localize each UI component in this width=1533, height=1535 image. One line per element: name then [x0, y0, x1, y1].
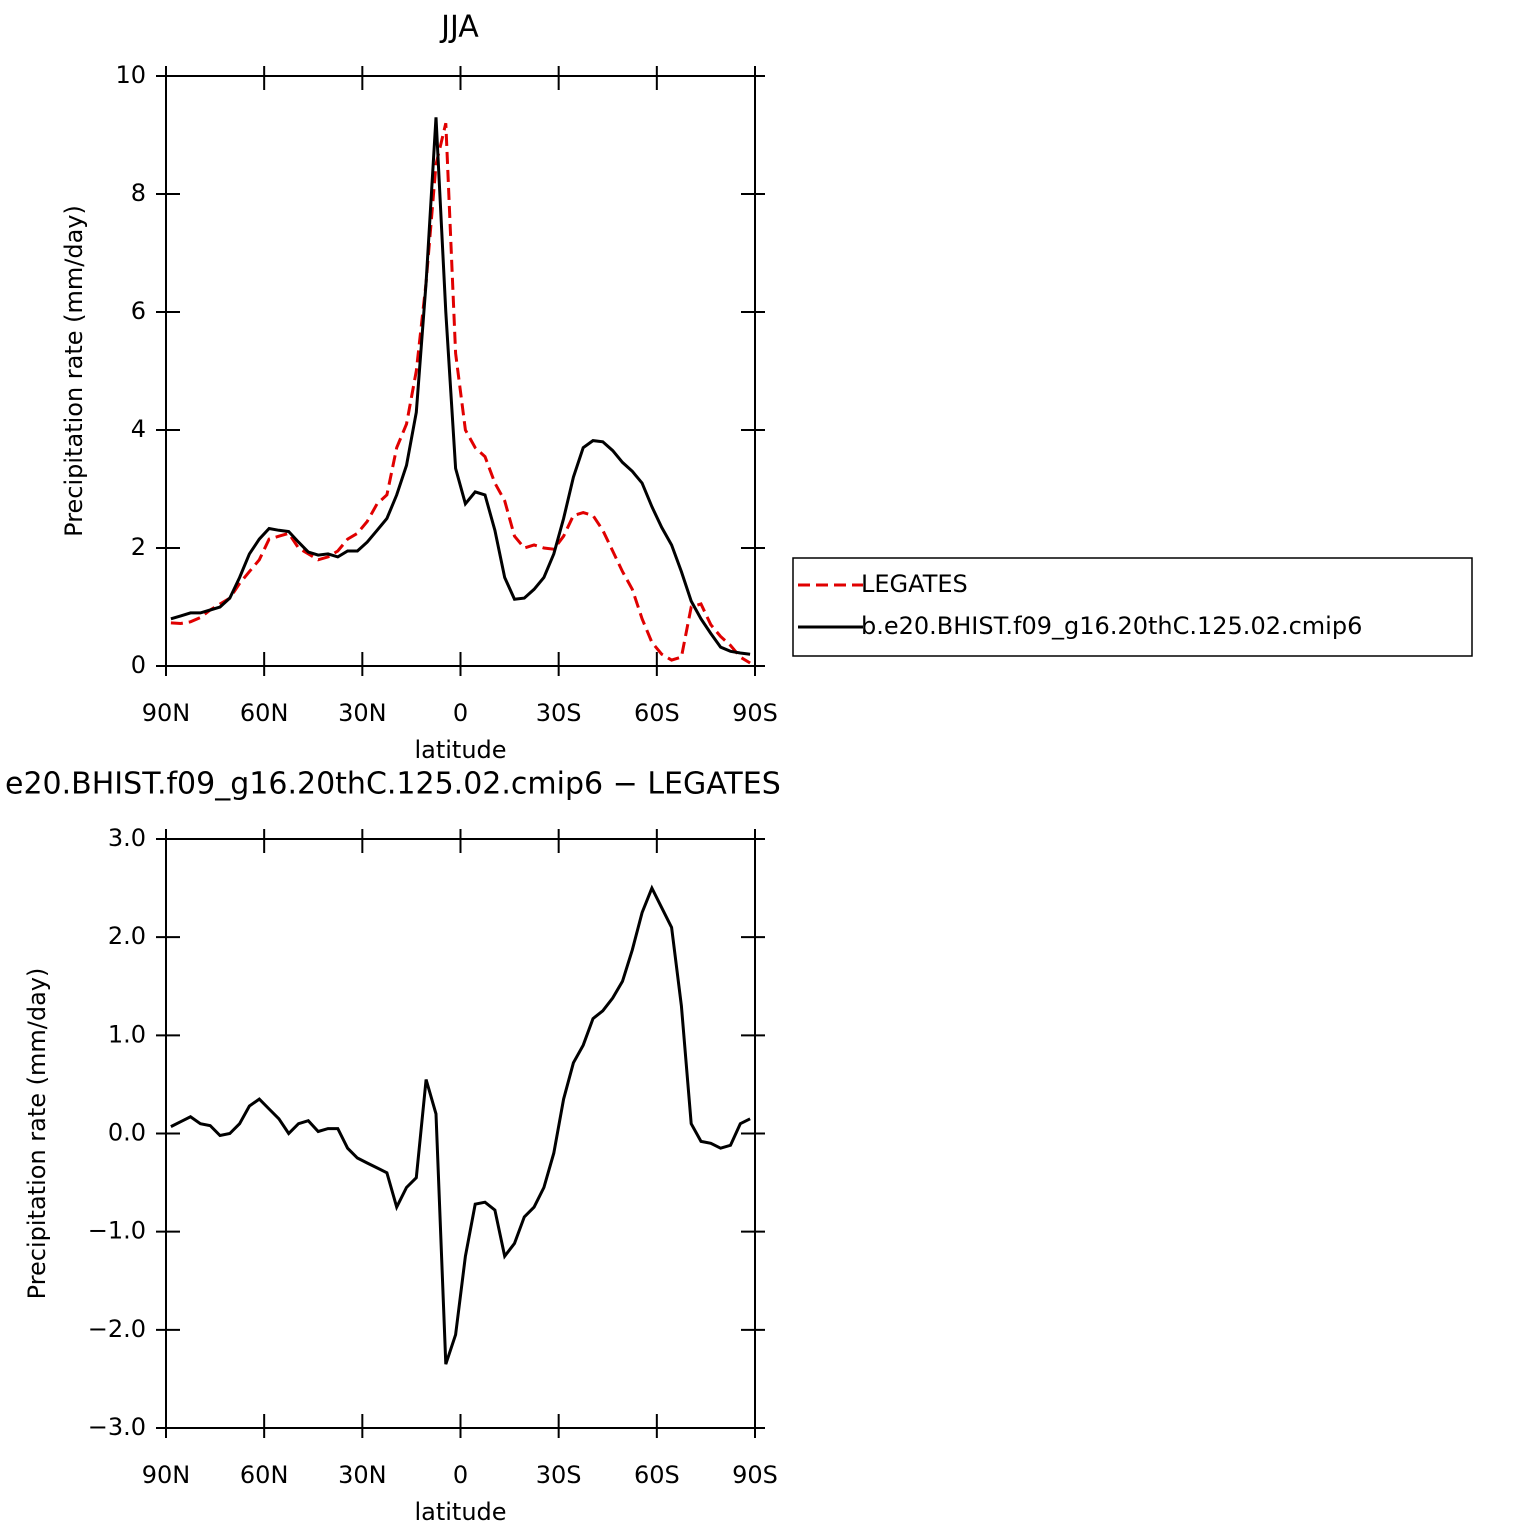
y-tick-label: 0.0 [108, 1119, 146, 1147]
legend-box [792, 557, 1473, 657]
y-tick-label: 2 [131, 533, 146, 561]
x-tick-label: 90N [142, 1461, 191, 1489]
y-tick-label: 2.0 [108, 922, 146, 950]
y-tick-label: 3.0 [108, 824, 146, 852]
x-tick-label: 60N [240, 699, 289, 727]
x-tick-label: 30S [536, 1461, 582, 1489]
y-tick-label: 0 [131, 651, 146, 679]
y-tick-label: −2.0 [88, 1315, 146, 1343]
y-tick-label: −1.0 [88, 1217, 146, 1245]
x-tick-label: 90N [142, 699, 191, 727]
x-tick-label: 90S [732, 1461, 778, 1489]
data-line [170, 117, 751, 656]
x-tick-label: 60S [634, 1461, 680, 1489]
x-axis-label: latitude [414, 736, 506, 764]
legend-label: b.e20.BHIST.f09_g16.20thC.125.02.cmip6 [861, 612, 1362, 640]
data-line [170, 122, 751, 665]
y-tick-label: 8 [131, 179, 146, 207]
y-tick-label: 6 [131, 297, 146, 325]
data-line [170, 884, 751, 1365]
x-tick-label: 30N [338, 1461, 387, 1489]
plot-frame [165, 75, 756, 667]
x-tick-label: 60N [240, 1461, 289, 1489]
legend-label: LEGATES [861, 570, 968, 598]
y-tick-label: 4 [131, 415, 146, 443]
chart-title: e20.BHIST.f09_g16.20thC.125.02.cmip6 − L… [5, 767, 781, 802]
x-tick-label: 30N [338, 699, 387, 727]
y-tick-label: −3.0 [88, 1413, 146, 1441]
x-axis-label: latitude [414, 1498, 506, 1526]
x-tick-label: 60S [634, 699, 680, 727]
y-tick-label: 10 [115, 61, 146, 89]
y-tick-label: 1.0 [108, 1020, 146, 1048]
plot-frame [165, 838, 756, 1429]
x-tick-label: 30S [536, 699, 582, 727]
y-axis-label: Precipitation rate (mm/day) [23, 968, 51, 1300]
x-tick-label: 0 [453, 1461, 468, 1489]
y-axis-label: Precipitation rate (mm/day) [60, 205, 88, 537]
chart-title: JJA [439, 10, 479, 45]
x-tick-label: 0 [453, 699, 468, 727]
x-tick-label: 90S [732, 699, 778, 727]
